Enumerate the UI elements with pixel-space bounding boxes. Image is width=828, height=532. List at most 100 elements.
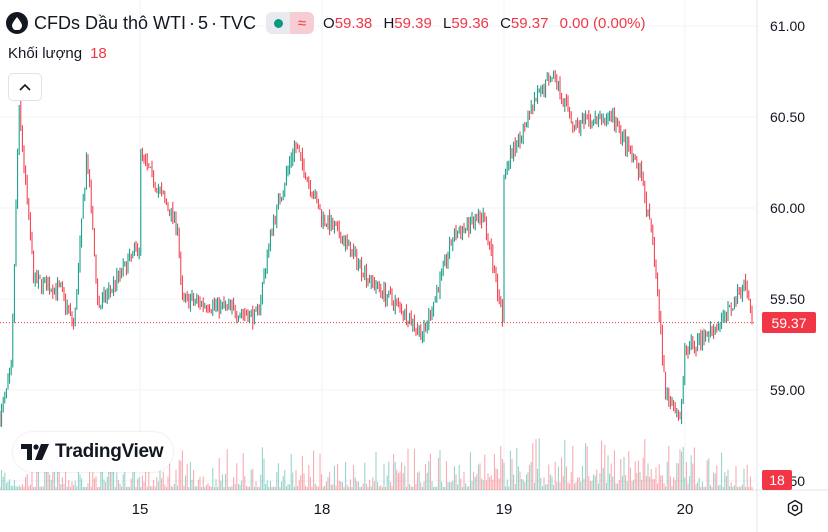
volume-bar xyxy=(257,486,259,490)
volume-bar xyxy=(255,481,257,490)
volume-bar xyxy=(156,477,158,490)
volume-label: Khối lượng xyxy=(8,45,83,62)
volume-bar xyxy=(225,473,227,490)
volume-bar xyxy=(39,486,41,490)
volume-bar xyxy=(69,486,71,490)
volume-bar xyxy=(157,481,159,490)
open-value: 59.38 xyxy=(334,14,373,32)
volume-bar xyxy=(509,450,511,490)
volume-bar xyxy=(241,480,243,490)
volume-bar xyxy=(588,476,590,490)
volume-bar xyxy=(533,482,535,490)
symbol-title[interactable]: CFDs Dầu thô WTI xyxy=(34,12,187,33)
volume-bar xyxy=(253,486,255,490)
volume-bar xyxy=(692,463,694,490)
drop-icon xyxy=(6,12,28,34)
volume-bar xyxy=(684,477,686,490)
volume-bar xyxy=(450,482,452,490)
volume-bar xyxy=(340,481,342,490)
volume-bar xyxy=(647,463,649,490)
volume-bar xyxy=(681,451,683,490)
volume-bar xyxy=(404,465,406,490)
volume-bar xyxy=(146,486,148,490)
volume-bar xyxy=(610,463,612,490)
volume-bar xyxy=(508,486,510,490)
volume-bar xyxy=(113,467,115,490)
volume-bar xyxy=(17,486,19,490)
volume-bar xyxy=(735,466,737,490)
volume-bar xyxy=(103,479,105,490)
volume-bar xyxy=(620,458,622,490)
gear-icon[interactable] xyxy=(784,497,806,519)
volume-bar xyxy=(732,486,734,490)
volume-bar xyxy=(556,481,558,490)
volume-bar xyxy=(399,471,401,490)
volume-bar xyxy=(268,486,270,490)
volume-bar xyxy=(71,481,73,490)
chevron-up-icon xyxy=(19,83,31,91)
volume-bar xyxy=(585,443,587,490)
volume-bar xyxy=(132,472,134,490)
volume-bar xyxy=(63,483,65,490)
volume-bar xyxy=(426,472,428,490)
volume-bar xyxy=(345,461,347,490)
wave-icon[interactable]: ≈ xyxy=(290,12,315,34)
volume-bar xyxy=(609,473,611,490)
volume-bar xyxy=(335,485,337,490)
volume-bar xyxy=(287,484,289,490)
volume-bar xyxy=(641,479,643,490)
y-tick-label: 61.00 xyxy=(770,18,805,34)
volume-bar xyxy=(319,453,321,490)
volume-bar xyxy=(639,471,641,490)
volume-bar xyxy=(393,454,395,490)
volume-bar xyxy=(583,478,585,490)
volume-bar xyxy=(412,486,414,490)
volume-bar xyxy=(751,486,753,490)
volume-bar xyxy=(596,469,598,490)
volume-bar xyxy=(261,447,263,490)
volume-bar xyxy=(97,486,99,490)
volume-bar xyxy=(162,471,164,490)
volume-bar xyxy=(153,479,155,490)
volume-bar xyxy=(445,461,447,490)
volume-bar xyxy=(733,485,735,490)
volume-bar xyxy=(593,474,595,490)
volume-bar xyxy=(527,472,529,490)
volume-bar xyxy=(277,463,279,490)
volume-bar xyxy=(250,469,252,490)
volume-bar xyxy=(44,458,46,490)
volume-bar xyxy=(553,485,555,490)
status-pill[interactable]: ≈ xyxy=(266,12,315,34)
volume-bar xyxy=(469,452,471,490)
volume-bar xyxy=(223,486,225,490)
volume-bar xyxy=(489,477,491,490)
volume-bar xyxy=(549,474,551,490)
volume-bar xyxy=(453,466,455,490)
volume-bar xyxy=(575,482,577,490)
collapse-legend-button[interactable] xyxy=(8,73,42,101)
volume-bar xyxy=(169,463,171,490)
volume-bar xyxy=(652,479,654,490)
volume-bar xyxy=(138,477,140,490)
volume-bar xyxy=(663,483,665,490)
volume-bar xyxy=(407,448,409,490)
volume-bar xyxy=(401,462,403,490)
tradingview-logo[interactable]: TradingView xyxy=(13,432,173,472)
volume-bar xyxy=(1,469,3,490)
volume-bar xyxy=(633,479,635,490)
volume-bar xyxy=(178,459,180,490)
volume-bar xyxy=(346,484,348,490)
volume-bar xyxy=(657,483,659,490)
time-axis[interactable]: 15 18 19 20 xyxy=(132,501,694,518)
volume-bar xyxy=(607,455,609,490)
volume-bar xyxy=(565,466,567,490)
market-open-indicator[interactable] xyxy=(266,12,291,34)
volume-bar xyxy=(717,485,719,490)
volume-bar xyxy=(213,486,215,490)
volume-bar xyxy=(468,486,470,490)
high-key: H xyxy=(383,14,395,32)
volume-bar xyxy=(41,486,43,490)
interval-label[interactable]: 5 xyxy=(198,12,209,33)
